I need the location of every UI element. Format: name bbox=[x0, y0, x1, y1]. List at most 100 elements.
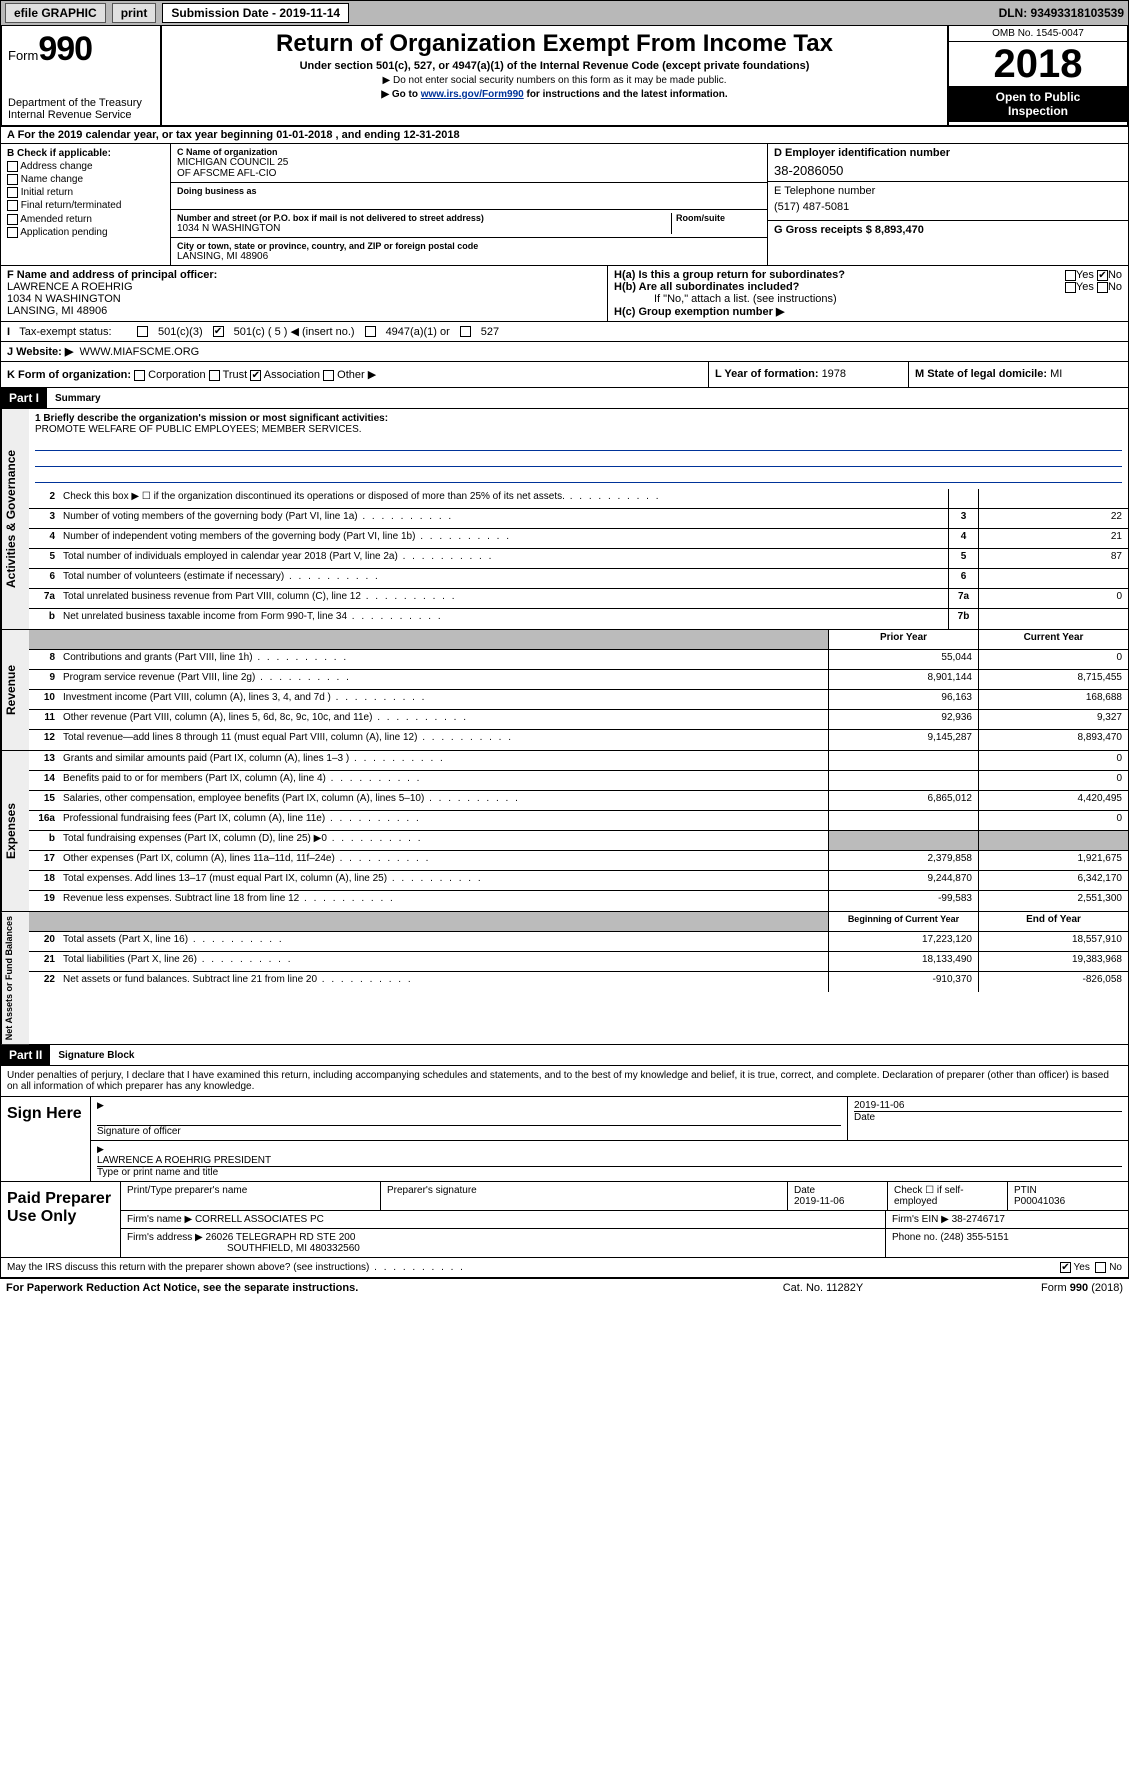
l-label: L Year of formation: bbox=[715, 368, 822, 380]
omb-number: OMB No. 1545-0047 bbox=[949, 26, 1127, 42]
current-val bbox=[978, 831, 1128, 850]
b-header: B Check if applicable: bbox=[7, 148, 111, 159]
data-line: 13Grants and similar amounts paid (Part … bbox=[29, 751, 1128, 771]
j-label: J Website: ▶ bbox=[7, 346, 73, 358]
discuss-row: May the IRS discuss this return with the… bbox=[0, 1258, 1129, 1278]
irs-link[interactable]: www.irs.gov/Form990 bbox=[421, 89, 524, 100]
line-box: 6 bbox=[948, 569, 978, 588]
vlabel-net-assets: Net Assets or Fund Balances bbox=[1, 912, 29, 1044]
header-mid: Return of Organization Exempt From Incom… bbox=[162, 26, 947, 125]
form-label: Form bbox=[8, 48, 38, 63]
phone-label: E Telephone number bbox=[774, 185, 875, 197]
tax-year: 2018 bbox=[949, 42, 1127, 86]
discuss-no-cb[interactable] bbox=[1095, 1262, 1106, 1273]
line-num: 12 bbox=[29, 730, 59, 750]
line-desc: Revenue less expenses. Subtract line 18 … bbox=[59, 891, 828, 911]
line-num: 18 bbox=[29, 871, 59, 890]
firm-name-label: Firm's name ▶ bbox=[127, 1214, 192, 1225]
line-desc: Total revenue—add lines 8 through 11 (mu… bbox=[59, 730, 828, 750]
opt-trust: Trust bbox=[223, 369, 248, 381]
gov-line: 4Number of independent voting members of… bbox=[29, 529, 1128, 549]
org-name: MICHIGAN COUNCIL 25 OF AFSCME AFL-CIO bbox=[177, 157, 761, 179]
discuss-question: May the IRS discuss this return with the… bbox=[7, 1262, 1060, 1273]
line-desc: Total liabilities (Part X, line 26) bbox=[59, 952, 828, 971]
hb-label: H(b) Are all subordinates included? bbox=[614, 281, 799, 293]
print-button[interactable]: print bbox=[112, 3, 157, 23]
room-label: Room/suite bbox=[676, 213, 761, 223]
cb-address-change[interactable]: Address change bbox=[7, 161, 164, 172]
line-num: 7a bbox=[29, 589, 59, 608]
line-desc: Number of voting members of the governin… bbox=[59, 509, 948, 528]
form-header: Form990 Department of the Treasury Inter… bbox=[0, 26, 1129, 127]
hdr-current-year: Current Year bbox=[978, 630, 1128, 649]
row-fh: F Name and address of principal officer:… bbox=[0, 266, 1129, 322]
ha-yes[interactable]: Yes bbox=[1076, 269, 1094, 281]
data-line: 9Program service revenue (Part VIII, lin… bbox=[29, 670, 1128, 690]
vlabel-expenses: Expenses bbox=[1, 751, 29, 911]
goto-post: for instructions and the latest informat… bbox=[524, 89, 728, 100]
line-val: 21 bbox=[978, 529, 1128, 548]
cb-final-return[interactable]: Final return/terminated bbox=[7, 200, 164, 211]
ha-no[interactable]: No bbox=[1108, 269, 1122, 281]
prior-val: 18,133,490 bbox=[828, 952, 978, 971]
row-tax-exempt: I Tax-exempt status: 501(c)(3) ✔ 501(c) … bbox=[0, 322, 1129, 342]
cb-corporation[interactable] bbox=[134, 370, 145, 381]
cb-name-change[interactable]: Name change bbox=[7, 174, 164, 185]
line-desc: Other expenses (Part IX, column (A), lin… bbox=[59, 851, 828, 870]
efile-toolbar: efile GRAPHIC print Submission Date - 20… bbox=[0, 0, 1129, 26]
form-number: 990 bbox=[38, 30, 92, 68]
mission-question: 1 Briefly describe the organization's mi… bbox=[35, 413, 388, 424]
te-label: Tax-exempt status: bbox=[19, 326, 111, 338]
row-website: J Website: ▶ WWW.MIAFSCME.ORG bbox=[0, 342, 1129, 362]
line-desc: Grants and similar amounts paid (Part IX… bbox=[59, 751, 828, 770]
cb-501c[interactable]: ✔ bbox=[213, 326, 224, 337]
line-num: 6 bbox=[29, 569, 59, 588]
cb-501c3[interactable] bbox=[137, 326, 148, 337]
current-val: 9,327 bbox=[978, 710, 1128, 729]
part-ii-header: Part II Signature Block bbox=[0, 1045, 1129, 1066]
data-line: 10Investment income (Part VIII, column (… bbox=[29, 690, 1128, 710]
paid-preparer-block: Paid Preparer Use Only Print/Type prepar… bbox=[0, 1182, 1129, 1258]
line-desc: Salaries, other compensation, employee b… bbox=[59, 791, 828, 810]
part-i-header: Part I Summary bbox=[0, 388, 1129, 409]
data-line: 20Total assets (Part X, line 16)17,223,1… bbox=[29, 932, 1128, 952]
cb-other[interactable] bbox=[323, 370, 334, 381]
line-desc: Check this box ▶ ☐ if the organization d… bbox=[59, 489, 948, 508]
current-val: 4,420,495 bbox=[978, 791, 1128, 810]
prior-val bbox=[828, 751, 978, 770]
prior-val: -910,370 bbox=[828, 972, 978, 992]
cb-initial-return[interactable]: Initial return bbox=[7, 187, 164, 198]
prior-val: 6,865,012 bbox=[828, 791, 978, 810]
cb-association[interactable]: ✔ bbox=[250, 370, 261, 381]
firm-ein-label: Firm's EIN ▶ bbox=[892, 1214, 949, 1225]
perjury-statement: Under penalties of perjury, I declare th… bbox=[0, 1066, 1129, 1097]
form-title: Return of Organization Exempt From Incom… bbox=[168, 30, 941, 58]
form-subtitle: Under section 501(c), 527, or 4947(a)(1)… bbox=[168, 60, 941, 72]
prior-val: 9,145,287 bbox=[828, 730, 978, 750]
hb-no[interactable]: No bbox=[1108, 281, 1122, 293]
city-label: City or town, state or province, country… bbox=[177, 241, 761, 251]
firm-phone-label: Phone no. bbox=[892, 1232, 940, 1243]
page-footer: For Paperwork Reduction Act Notice, see … bbox=[0, 1278, 1129, 1297]
hdr-end-year: End of Year bbox=[978, 912, 1128, 931]
line-desc: Net assets or fund balances. Subtract li… bbox=[59, 972, 828, 992]
cb-amended-return[interactable]: Amended return bbox=[7, 214, 164, 225]
data-line: 17Other expenses (Part IX, column (A), l… bbox=[29, 851, 1128, 871]
line-val bbox=[978, 569, 1128, 588]
line-desc: Benefits paid to or for members (Part IX… bbox=[59, 771, 828, 790]
hb-yes[interactable]: Yes bbox=[1076, 281, 1094, 293]
prior-val: 17,223,120 bbox=[828, 932, 978, 951]
line-num: 22 bbox=[29, 972, 59, 992]
prep-sig-hdr: Preparer's signature bbox=[381, 1182, 788, 1210]
line-desc: Professional fundraising fees (Part IX, … bbox=[59, 811, 828, 830]
cb-4947[interactable] bbox=[365, 326, 376, 337]
line-box bbox=[948, 489, 978, 508]
cb-application-pending[interactable]: Application pending bbox=[7, 227, 164, 238]
cb-trust[interactable] bbox=[209, 370, 220, 381]
discuss-yes-cb[interactable]: ✔ bbox=[1060, 1262, 1071, 1273]
current-val: 1,921,675 bbox=[978, 851, 1128, 870]
cb-527[interactable] bbox=[460, 326, 471, 337]
line-num: 14 bbox=[29, 771, 59, 790]
printed-name-label: Type or print name and title bbox=[97, 1166, 1122, 1178]
opt-4947: 4947(a)(1) or bbox=[386, 326, 450, 338]
